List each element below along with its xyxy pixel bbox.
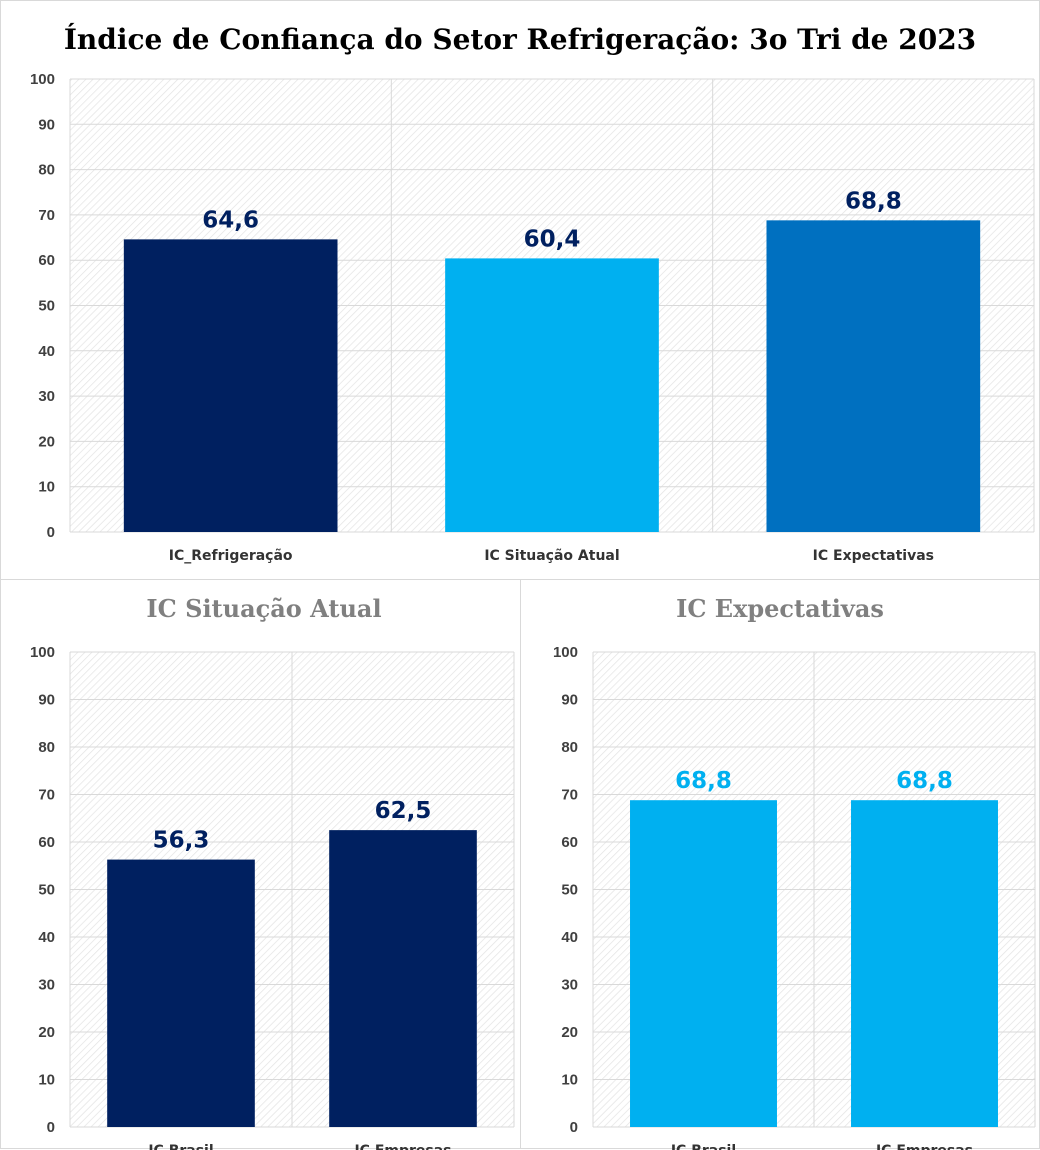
y-tick-label: 30 [561,977,578,994]
y-tick-label: 90 [38,116,55,133]
expectativas-chart-svg: 0 10 20 30 40 50 60 70 80 90 100 68,8 IC Brasil 68,8 I… [553,644,1036,1150]
bar-value-label: 56,3 [153,828,210,854]
y-tick-label: 50 [38,882,55,899]
bar-value-label: 62,5 [375,798,432,824]
y-tick-label: 50 [38,298,55,315]
y-tick-label: 100 [30,644,55,661]
situacao-atual-chart-title: IC Situação Atual [146,594,382,623]
y-tick-label: 80 [38,739,55,756]
x-category-label: IC Empresas [354,1143,451,1150]
y-tick-label: 70 [561,787,578,804]
y-tick-label: 60 [38,834,55,851]
y-tick-label: 100 [553,644,578,661]
situacao-atual-chart-panel: IC Situação Atual 0 10 20 30 40 50 60 70 80 90 100… [0,579,528,1150]
y-tick-label: 90 [38,692,55,709]
bar [630,800,777,1127]
bar [329,830,477,1127]
bar [123,239,338,532]
situacao-atual-chart-svg: 0 10 20 30 40 50 60 70 80 90 100 56,3 IC Brasil 62,5 I… [30,644,515,1150]
bar-value-label: 64,6 [202,207,259,233]
y-tick-label: 20 [561,1024,578,1041]
x-category-label: IC Brasil [148,1143,213,1150]
expectativas-chart-title: IC Expectativas [676,594,884,623]
y-tick-label: 10 [561,1072,578,1089]
x-category-label: IC Expectativas [813,548,934,564]
y-tick-label: 20 [38,1024,55,1041]
main-chart-panel: Índice de Confiança do Setor Refrigeraçã… [0,0,1040,580]
y-tick-label: 20 [38,433,55,450]
y-tick-label: 50 [561,882,578,899]
y-tick-label: 10 [38,1072,55,1089]
bar [107,859,255,1127]
bar [445,258,659,532]
bar-value-label: 60,4 [524,226,581,252]
y-tick-label: 0 [47,1119,55,1136]
y-tick-label: 80 [561,739,578,756]
bar-value-label: 68,8 [845,188,902,214]
x-category-label: IC Situação Atual [484,548,619,564]
y-tick-label: 70 [38,787,55,804]
expectativas-chart-panel: IC Expectativas 0 10 20 30 40 50 60 70 80 90 100 68… [520,579,1040,1150]
bar [766,220,981,532]
y-tick-label: 0 [570,1119,578,1136]
x-category-label: IC Empresas [876,1143,973,1150]
main-chart-title: Índice de Confiança do Setor Refrigeraçã… [63,23,977,56]
y-tick-label: 80 [38,162,55,179]
y-tick-label: 90 [561,692,578,709]
bar [851,800,998,1127]
x-category-label: IC_Refrigeração [169,548,293,564]
bar-value-label: 68,8 [675,768,732,794]
y-tick-label: 60 [561,834,578,851]
main-chart-svg: 0 10 20 30 40 50 60 70 80 90 100 64,6 IC_Refrigeraçã… [30,71,1035,564]
y-tick-label: 40 [38,929,55,946]
y-tick-label: 30 [38,977,55,994]
y-tick-label: 40 [38,343,55,360]
y-tick-label: 0 [47,524,55,541]
y-tick-label: 10 [38,479,55,496]
y-tick-label: 40 [561,929,578,946]
x-category-label: IC Brasil [671,1143,736,1150]
y-tick-label: 70 [38,207,55,224]
y-tick-label: 100 [30,71,55,88]
y-tick-label: 60 [38,252,55,269]
bar-value-label: 68,8 [896,768,953,794]
y-tick-label: 30 [38,388,55,405]
